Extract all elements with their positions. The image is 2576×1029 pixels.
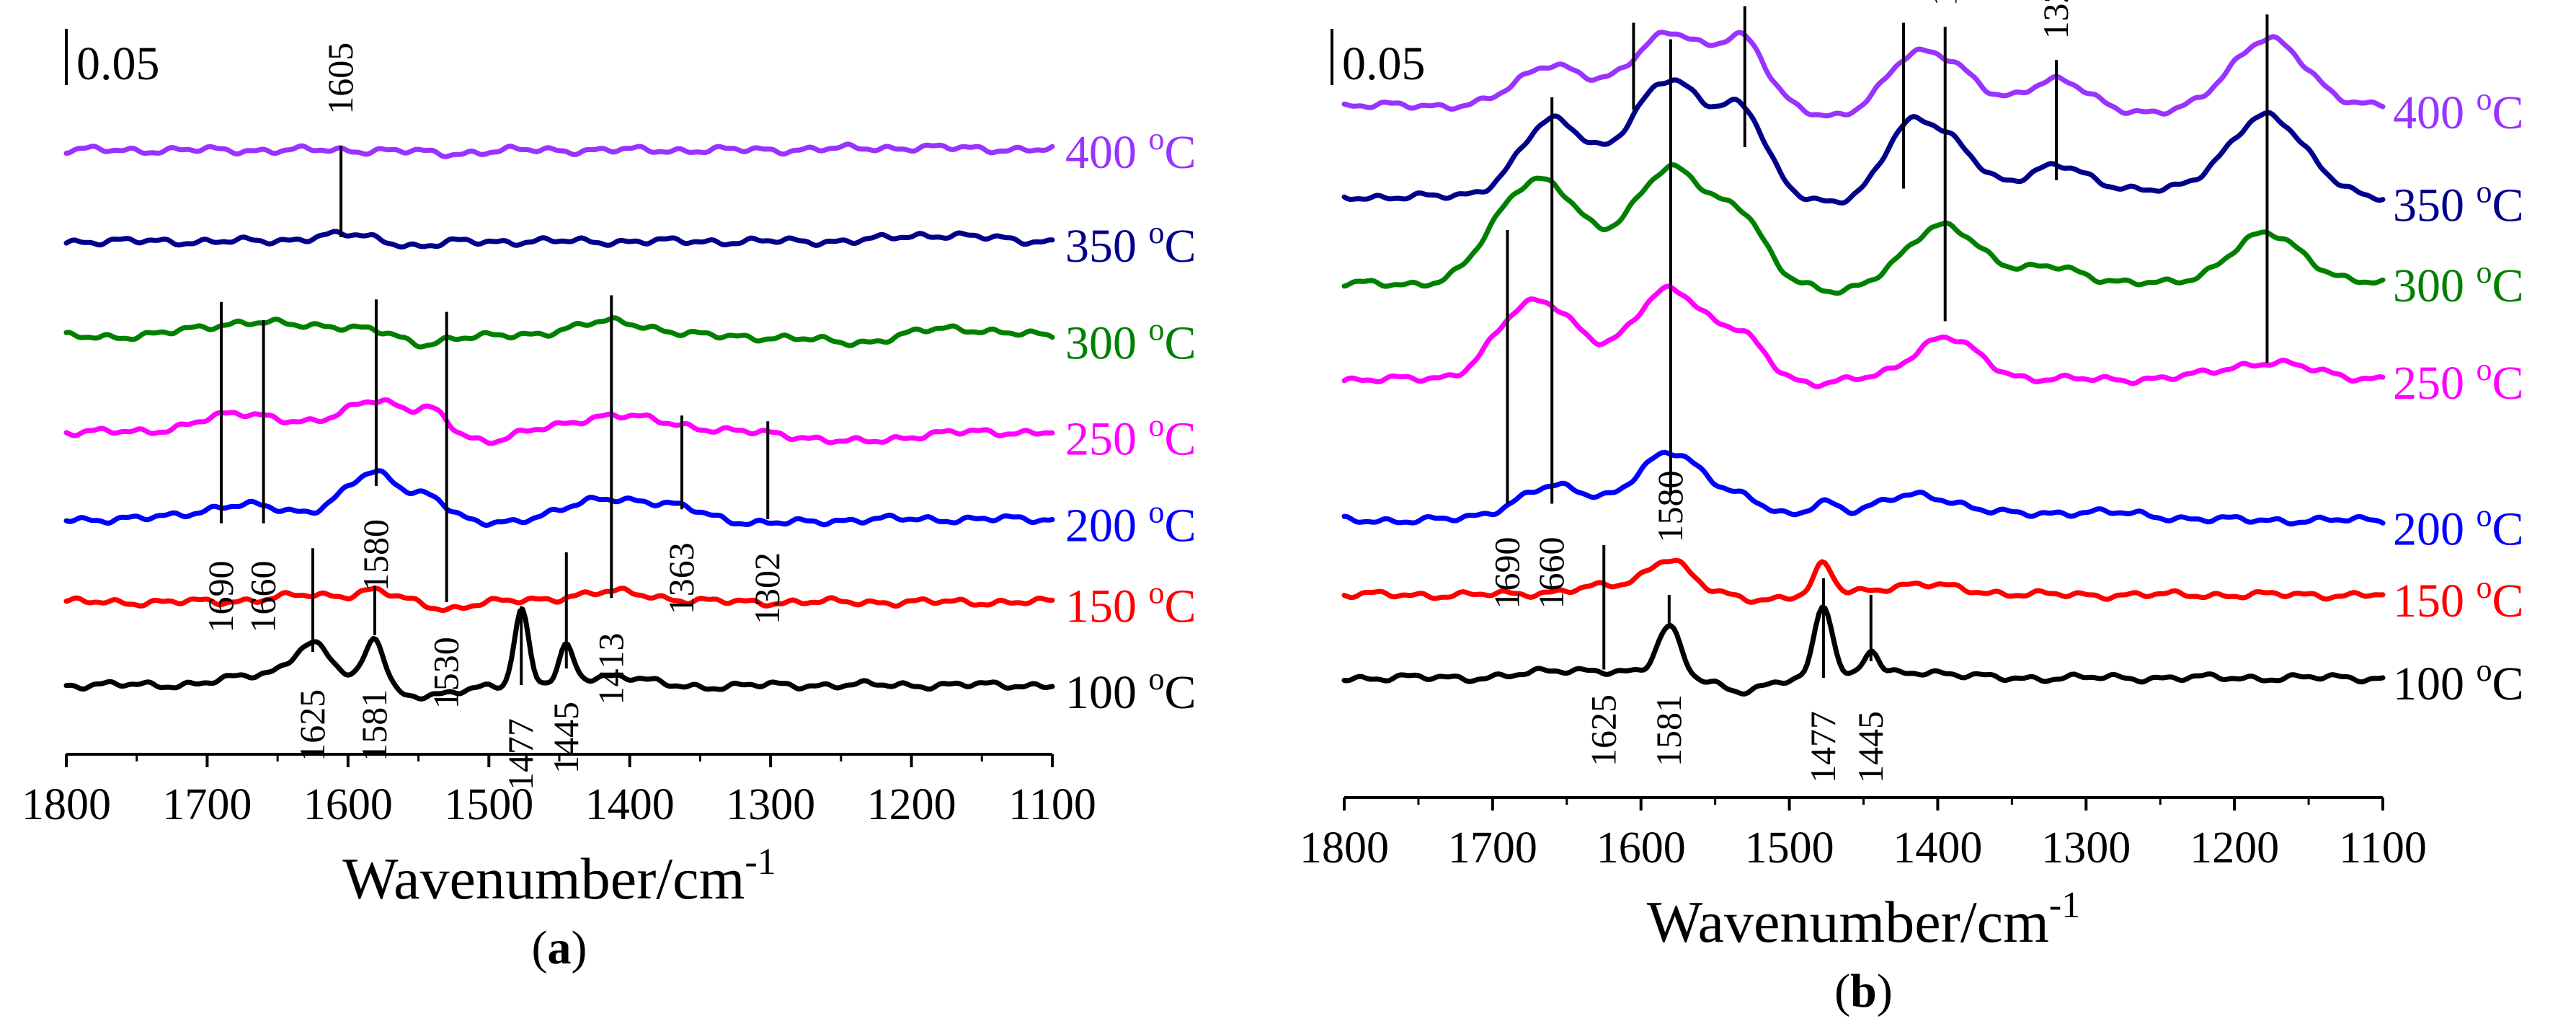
- x-tick-label: 1500: [444, 780, 533, 829]
- x-axis-title: Wavenumber/cm-1: [1647, 885, 2080, 955]
- peak-marker-label: 1302: [747, 552, 787, 624]
- chart-panel-a: 0.05 100 oC 150 oC 200 oC 250 oC 300 oC 350 oC…: [22, 29, 1196, 974]
- x-tick-label: 1500: [1745, 823, 1834, 873]
- peak-marker-label: 1477: [1803, 711, 1843, 783]
- series-line: [63, 229, 1055, 250]
- series-line: [63, 586, 1055, 613]
- x-tick-label: 1200: [2190, 823, 2279, 873]
- peak-marker-label: 1690: [1486, 537, 1527, 609]
- series-line: [1341, 604, 2386, 697]
- peak-marker-label: 1581: [354, 689, 394, 761]
- series-label: 250 oC: [1065, 407, 1196, 465]
- series-line: [63, 468, 1055, 529]
- peak-marker-label: 1445: [546, 702, 586, 774]
- chart-panel-b: 0.05 100 oC 150 oC 200 oC 250 oC 300 oC 350 oC…: [1300, 0, 2524, 1017]
- scale-bar-label: 0.05: [1342, 37, 1426, 90]
- x-tick-label: 1600: [303, 780, 393, 829]
- x-tick-label: 1400: [585, 780, 675, 829]
- peak-marker-label: 1395: [1924, 0, 1965, 6]
- series-line: [1341, 30, 2386, 119]
- series-line: [63, 397, 1055, 446]
- scale-bar-label: 0.05: [76, 37, 160, 90]
- peak-marker-label: 1625: [1583, 694, 1623, 767]
- peak-marker-label: 1580: [355, 519, 396, 591]
- series-label: 100 oC: [2393, 653, 2524, 710]
- x-tick-label: 1100: [1008, 780, 1096, 829]
- peak-marker-label: 1690: [200, 561, 241, 633]
- series-label: 200 oC: [2393, 498, 2524, 555]
- x-tick-label: 1800: [1300, 823, 1389, 873]
- peak-marker-label: 1363: [661, 542, 701, 614]
- series-label: 250 oC: [2393, 352, 2524, 410]
- series-label: 350 oC: [2393, 175, 2524, 232]
- x-tick-label: 1100: [2339, 823, 2427, 873]
- series-label: 400 oC: [1065, 121, 1196, 179]
- x-tick-label: 1600: [1596, 823, 1686, 873]
- series-line: [1341, 77, 2386, 206]
- x-axis-title: Wavenumber/cm-1: [342, 842, 776, 911]
- series-label: 200 oC: [1065, 495, 1196, 552]
- peak-marker-label: 1320: [2035, 0, 2076, 40]
- x-tick-label: 1300: [2041, 823, 2131, 873]
- series-line: [63, 606, 1055, 702]
- peak-marker-label: 1660: [243, 561, 283, 633]
- x-tick-label: 1200: [867, 780, 956, 829]
- x-tick-label: 1700: [162, 780, 252, 829]
- series-label: 100 oC: [1065, 661, 1196, 719]
- x-tick-label: 1700: [1448, 823, 1537, 873]
- peak-marker-label: 1581: [1648, 694, 1689, 767]
- peak-marker-label: 1605: [320, 43, 360, 115]
- peak-marker-label: 1423: [1883, 0, 1923, 2]
- series-label: 300 oC: [1065, 312, 1196, 370]
- series-label: 400 oC: [2393, 81, 2524, 139]
- series-line: [63, 141, 1055, 159]
- series-line: [1341, 162, 2386, 296]
- series-line: [1341, 557, 2386, 605]
- peak-marker-label: 1445: [1850, 711, 1891, 783]
- x-tick-label: 1800: [22, 780, 111, 829]
- series-label: 150 oC: [2393, 570, 2524, 627]
- series-label: 300 oC: [2393, 255, 2524, 312]
- series-line: [1341, 449, 2386, 527]
- series-line: [1341, 283, 2386, 389]
- panel-label: (b): [1834, 965, 1893, 1017]
- x-tick-label: 1300: [726, 780, 815, 829]
- peak-marker-label: 1580: [1650, 471, 1690, 543]
- peak-marker-label: 1530: [426, 637, 466, 709]
- series-line: [63, 315, 1055, 350]
- series-label: 150 oC: [1065, 575, 1196, 632]
- peak-marker-label: 1625: [292, 689, 332, 761]
- peak-marker-label: 1660: [1531, 537, 1571, 609]
- peak-marker-label: 1413: [590, 633, 631, 705]
- peak-marker-label: 1605: [1612, 0, 1653, 2]
- x-tick-label: 1400: [1893, 823, 1982, 873]
- panel-label: (a): [532, 922, 587, 974]
- series-label: 350 oC: [1065, 215, 1196, 273]
